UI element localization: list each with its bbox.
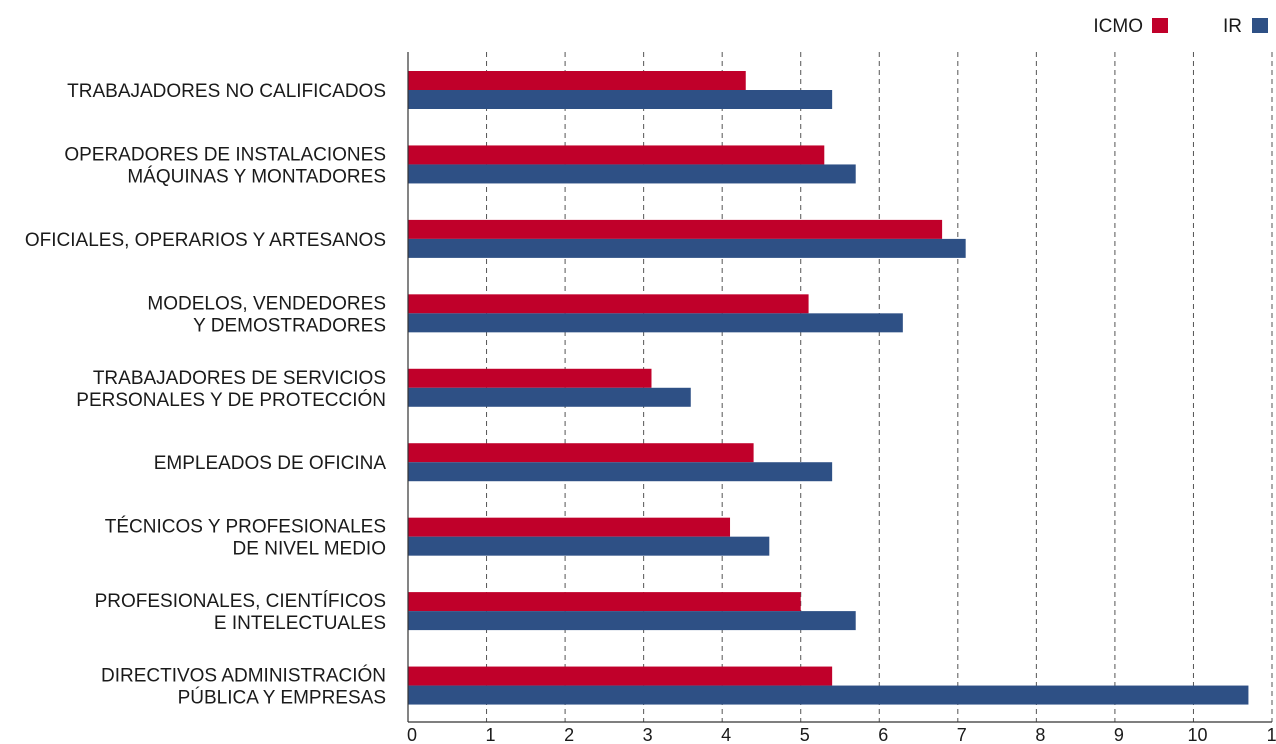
x-tick-label-5: 5 [800,725,810,744]
category-label-6-1: DE NIVEL MEDIO [233,539,386,560]
x-tick-label-3: 3 [643,725,653,744]
x-tick-label-0: 0 [407,725,417,744]
bar-ir-7 [408,611,856,631]
bar-ir-0 [408,90,833,109]
legend-swatch-icmo [1152,18,1168,33]
bar-icmo-1 [408,145,825,165]
bar-icmo-0 [408,71,746,90]
category-label-8-0: DIRECTIVOS ADMINISTRACIÓN [101,665,386,687]
x-tick-label-8: 8 [1035,725,1045,744]
bar-icmo-5 [408,443,754,463]
x-tick-label-6: 6 [878,725,888,744]
category-labels: TRABAJADORES NO CALIFICADOS OPERADORES DE… [25,81,386,709]
bar-ir-1 [408,164,856,184]
x-tick-label-4: 4 [721,725,731,744]
bar-ir-6 [408,536,770,556]
x-tick-label-11: 11 [1267,725,1276,744]
bar-ir-3 [408,313,903,333]
bar-icmo-2 [408,219,943,239]
category-label-3-0: MODELOS, VENDEDORES [147,293,386,314]
bars [408,71,1249,705]
bar-ir-4 [408,387,691,407]
x-tick-label-10: 10 [1187,725,1207,744]
category-label-0-0: TRABAJADORES NO CALIFICADOS [67,81,386,102]
category-label-1-0: OPERADORES DE INSTALACIONES [64,144,386,165]
category-label-8-1: PÚBLICA Y EMPRESAS [178,687,386,709]
bar-icmo-8 [408,666,833,686]
bar-ir-8 [408,685,1249,705]
x-tick-label-7: 7 [957,725,967,744]
legend: ICMO IR [1093,16,1268,37]
category-label-4-1: PERSONALES Y DE PROTECCIÓN [76,389,386,411]
category-label-4-0: TRABAJADORES DE SERVICIOS [93,368,386,389]
x-tick-label-9: 9 [1114,725,1124,744]
category-label-5-0: EMPLEADOS DE OFICINA [154,453,387,474]
legend-label-icmo: ICMO [1093,16,1143,37]
category-label-7-0: PROFESIONALES, CIENTÍFICOS [95,591,386,612]
category-label-7-1: E INTELECTUALES [214,613,386,634]
category-label-6-0: TÉCNICOS Y PROFESIONALES [105,517,386,538]
category-label-1-1: MÁQUINAS Y MONTADORES [127,166,386,187]
bar-icmo-4 [408,368,652,388]
bar-ir-5 [408,462,833,482]
bar-icmo-7 [408,592,801,612]
legend-label-ir: IR [1223,16,1242,37]
x-tick-label-2: 2 [564,725,574,744]
bar-icmo-6 [408,517,731,537]
category-label-3-1: Y DEMOSTRADORES [193,315,386,336]
x-tick-label-1: 1 [486,725,496,744]
legend-swatch-ir [1252,18,1268,33]
x-axis: 0 1 2 3 4 5 6 7 8 9 10 11 [407,52,1276,744]
category-label-2-0: OFICIALES, OPERARIOS Y ARTESANOS [25,230,386,251]
bar-icmo-3 [408,294,809,314]
bar-ir-2 [408,238,966,258]
